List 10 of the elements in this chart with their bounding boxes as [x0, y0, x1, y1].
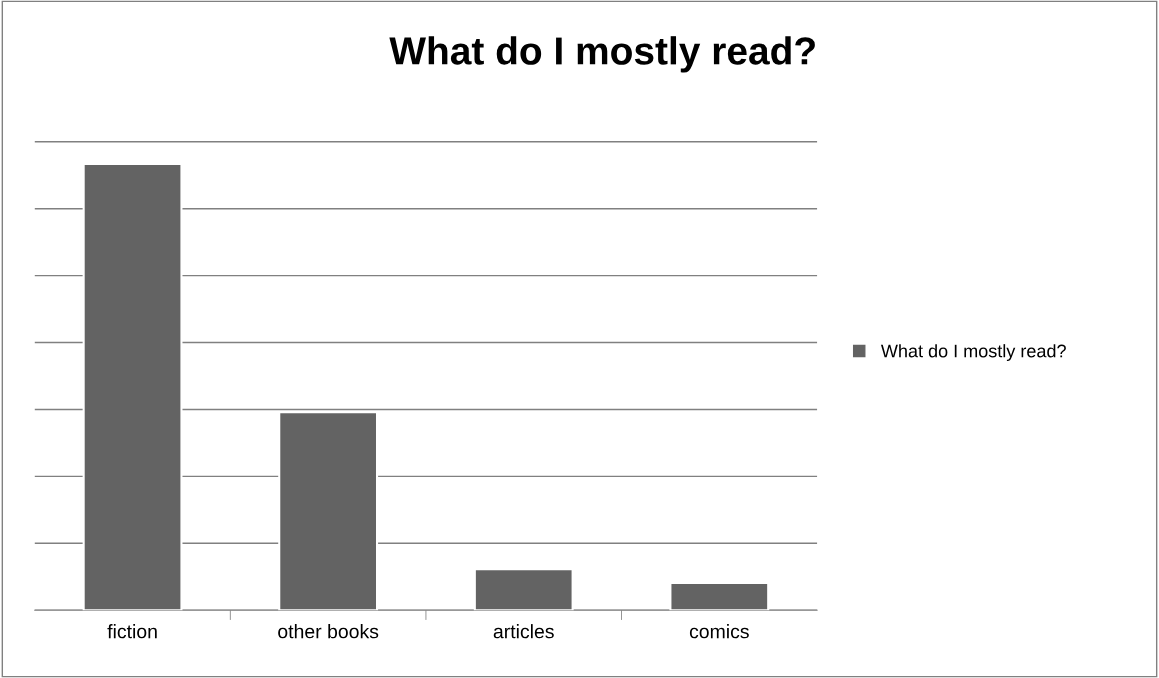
chart-title: What do I mostly read? — [389, 36, 815, 73]
bar — [669, 581, 770, 611]
x-tick-label: comics — [689, 624, 749, 639]
bar — [82, 163, 183, 611]
bar — [473, 568, 574, 611]
x-tick-label: fiction — [107, 624, 157, 639]
x-tick-label: articles — [493, 624, 554, 639]
bar — [278, 411, 379, 611]
x-tick-label: other books — [278, 624, 379, 639]
legend-label: What do I mostly read? — [880, 344, 1066, 361]
